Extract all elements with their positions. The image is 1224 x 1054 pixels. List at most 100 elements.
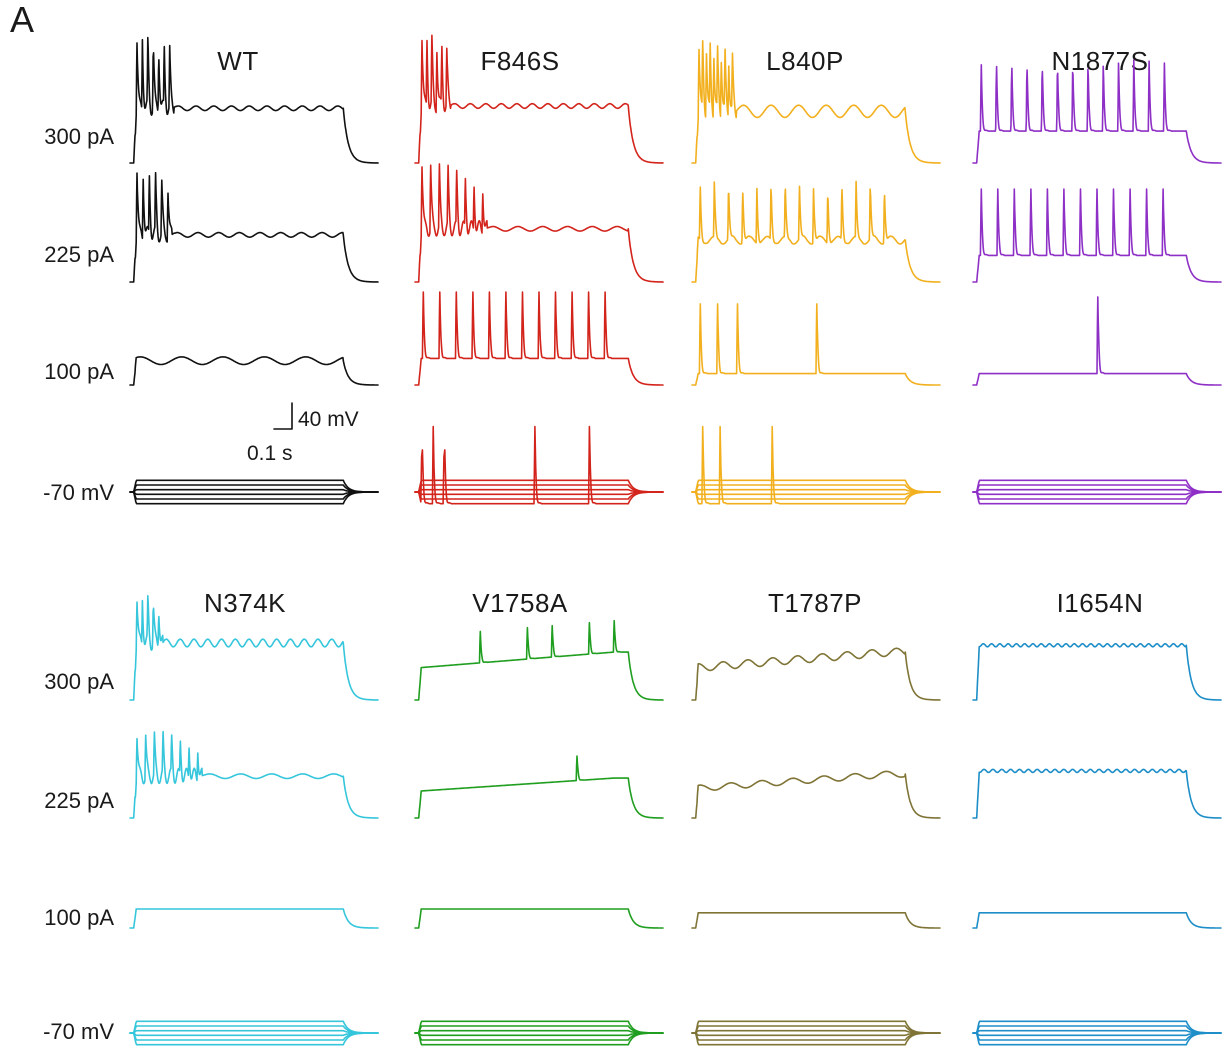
scale-bar-voltage-label: 40 mV: [298, 408, 359, 431]
holding-trace-line: [972, 1020, 1222, 1034]
voltage-trace: [414, 908, 664, 929]
holding-trace-line: [691, 491, 941, 496]
holding-trace-line: [414, 1032, 664, 1046]
voltage-trace: [129, 36, 379, 164]
trace-t1787p-row-1: [691, 770, 941, 819]
voltage-trace: [691, 912, 941, 929]
voltage-trace: [691, 770, 941, 819]
column-title-t1787p: T1787P: [767, 588, 863, 618]
holding-trace-line: [972, 1032, 1222, 1037]
voltage-trace: [129, 171, 379, 283]
holding-trace-line: [691, 1025, 941, 1034]
holding-trace-line: [691, 1032, 941, 1041]
voltage-trace: [691, 40, 941, 164]
voltage-trace: [414, 34, 664, 164]
trace-i1654n-row-2: [972, 912, 1222, 929]
column-title-v1758a: V1758A: [472, 588, 568, 618]
holding-trace-line: [129, 484, 379, 493]
column-title-n374k: N374K: [204, 588, 286, 618]
holding-trace-line: [414, 1020, 664, 1034]
holding-trace-line: [414, 1032, 664, 1037]
trace-l840p-row-2: [691, 303, 941, 386]
row-label-100pa: 100 pA: [44, 359, 114, 384]
trace-wt-row-0: [129, 36, 379, 164]
trace-n374k-row-0: [129, 595, 379, 701]
scale-bar: [273, 402, 293, 430]
trace-i1654n-row-0: [972, 643, 1222, 701]
trace-n374k-row-3: [129, 1020, 379, 1046]
voltage-trace: [414, 291, 664, 386]
row-label-100pa: 100 pA: [44, 905, 114, 930]
row-label-300pa: 300 pA: [44, 124, 114, 149]
holding-trace-line: [129, 479, 379, 493]
row-label-225pa: 225 pA: [44, 788, 114, 813]
holding-trace-line: [414, 1025, 664, 1034]
holding-trace-line: [972, 488, 1222, 493]
holding-trace-line: [972, 491, 1222, 505]
holding-trace-line: [972, 1029, 1222, 1034]
trace-t1787p-row-3: [691, 1020, 941, 1046]
holding-trace-line: [972, 1025, 1222, 1034]
holding-trace-line: [414, 488, 664, 493]
holding-trace-line: [129, 491, 379, 500]
holding-trace-line: [414, 1032, 664, 1041]
column-title-l840p: L840P: [766, 46, 844, 76]
trace-l840p-row-0: [691, 40, 941, 164]
trace-f846s-row-2: [414, 291, 664, 386]
voltage-trace: [129, 730, 379, 819]
column-title-f846s: F846S: [480, 46, 560, 76]
trace-wt-row-2: [129, 356, 379, 386]
trace-wt-row-1: [129, 171, 379, 283]
holding-trace-line: [691, 1020, 941, 1034]
trace-i1654n-row-3: [972, 1020, 1222, 1046]
holding-trace-line: [129, 1020, 379, 1034]
voltage-trace: [691, 647, 941, 701]
holding-trace-line: [129, 491, 379, 496]
trace-v1758a-row-0: [414, 619, 664, 701]
holding-trace-line: [414, 425, 664, 505]
scale-bar-time-label: 0.1 s: [247, 442, 293, 465]
panel-label: A: [10, 0, 35, 40]
trace-n374k-row-1: [129, 730, 379, 819]
trace-l840p-row-3: [691, 425, 941, 505]
trace-n1877s-row-2: [972, 296, 1222, 386]
voltage-trace: [972, 643, 1222, 701]
holding-trace-line: [691, 1032, 941, 1037]
row-label-300pa: 300 pA: [44, 669, 114, 694]
holding-trace-line: [129, 1032, 379, 1046]
trace-v1758a-row-3: [414, 1020, 664, 1046]
holding-trace-line: [129, 491, 379, 505]
holding-trace-line: [414, 491, 664, 496]
voltage-trace: [972, 912, 1222, 929]
holding-trace-line: [972, 1032, 1222, 1046]
voltage-trace: [691, 303, 941, 386]
trace-n1877s-row-3: [972, 479, 1222, 505]
holding-trace-line: [972, 479, 1222, 493]
trace-n1877s-row-1: [972, 188, 1222, 283]
trace-v1758a-row-2: [414, 908, 664, 929]
holding-trace-line: [691, 484, 941, 493]
row-label-holding: -70 mV: [43, 1019, 114, 1044]
holding-trace-line: [972, 484, 1222, 493]
row-label-225pa: 225 pA: [44, 242, 114, 267]
trace-n374k-row-2: [129, 908, 379, 929]
column-title-n1877s: N1877S: [1051, 46, 1149, 76]
holding-trace-line: [972, 491, 1222, 500]
holding-trace-line: [129, 1029, 379, 1034]
voltage-trace: [129, 356, 379, 386]
voltage-trace: [414, 163, 664, 283]
voltage-trace: [414, 755, 664, 819]
holding-trace-line: [414, 1029, 664, 1034]
voltage-trace: [972, 296, 1222, 386]
holding-trace-line: [691, 425, 941, 505]
holding-trace-line: [129, 1025, 379, 1034]
trace-f846s-row-1: [414, 163, 664, 283]
voltage-trace: [972, 188, 1222, 283]
trace-l840p-row-1: [691, 180, 941, 283]
holding-trace-line: [972, 491, 1222, 496]
holding-trace-line: [414, 479, 664, 493]
trace-f846s-row-3: [414, 425, 664, 505]
holding-trace-line: [129, 1032, 379, 1041]
